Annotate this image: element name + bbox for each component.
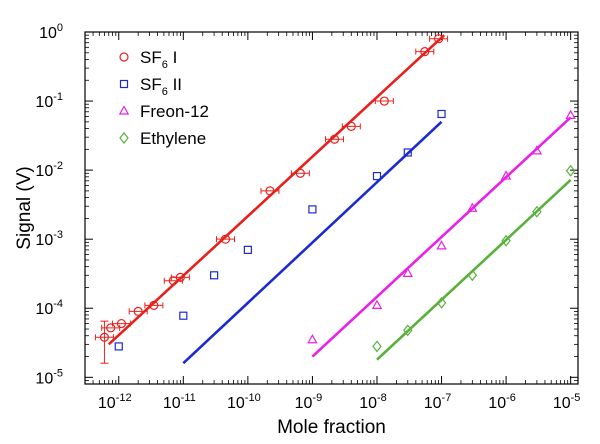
data-point-freon-12 bbox=[436, 240, 447, 250]
x-tick-label: 10-5 bbox=[553, 392, 581, 412]
y-tick-labels: 100 10-1 10-2 10-3 10-4 10-5 bbox=[35, 22, 63, 387]
legend-marker-sf6-i bbox=[119, 52, 129, 62]
data-point-ethylene bbox=[501, 234, 511, 247]
data-point-ethylene bbox=[565, 164, 576, 177]
y-tick-label: 10-1 bbox=[35, 91, 63, 111]
data-point-sf6-i bbox=[379, 96, 389, 106]
data-point-freon-12 bbox=[531, 145, 543, 155]
x-tick-labels: 10-12 10-11 10-10 10-9 10-8 10-7 10-6 10-5 bbox=[98, 392, 581, 412]
data-point-sf6-ii bbox=[243, 245, 252, 254]
data-point-sf6-i bbox=[346, 121, 356, 131]
y-tick-label: 10-4 bbox=[35, 298, 63, 318]
data-point-sf6-i bbox=[106, 323, 116, 333]
data-point-sf6-ii bbox=[179, 311, 188, 320]
fit-line-ethylene bbox=[376, 179, 572, 361]
data-point-sf6-i bbox=[116, 318, 127, 329]
y-tick-label: 10-2 bbox=[35, 160, 63, 180]
legend-marker-ethylene bbox=[119, 132, 129, 144]
fit-line-sf6-ii bbox=[182, 120, 443, 365]
legend-label: SF6 II bbox=[140, 75, 182, 98]
y-tick-label: 10-3 bbox=[35, 229, 63, 249]
data-points-layer bbox=[94, 34, 576, 364]
y-tick-label: 100 bbox=[39, 22, 63, 42]
data-point-freon-12 bbox=[307, 334, 318, 344]
data-point-sf6-i bbox=[433, 34, 444, 44]
legend-label: SF6 I bbox=[140, 48, 177, 71]
legend-label: Freon-12 bbox=[140, 102, 209, 121]
data-point-freon-12 bbox=[565, 109, 576, 119]
y-axis-label: Signal (V) bbox=[14, 166, 35, 249]
data-point-freon-12 bbox=[500, 170, 512, 180]
legend-marker-freon-12 bbox=[118, 105, 130, 115]
data-point-sf6-i bbox=[295, 168, 305, 178]
legend-marker-sf6-ii bbox=[119, 79, 129, 89]
y-tick-label: 10-5 bbox=[35, 367, 63, 387]
fit-lines-layer bbox=[107, 34, 572, 365]
data-point-ethylene bbox=[436, 296, 447, 309]
plot-frame bbox=[84, 31, 579, 385]
data-point-sf6-i bbox=[220, 234, 231, 244]
x-tick-label: 10-10 bbox=[227, 392, 261, 412]
data-point-sf6-ii bbox=[308, 205, 317, 214]
x-tick-label: 10-6 bbox=[488, 392, 516, 412]
data-point-ethylene bbox=[467, 269, 478, 282]
x-tick-label: 10-9 bbox=[295, 392, 323, 412]
data-point-sf6-i bbox=[149, 300, 159, 310]
data-point-sf6-i bbox=[265, 186, 275, 196]
legend-label: Ethylene bbox=[140, 129, 206, 148]
data-point-ethylene bbox=[403, 324, 413, 337]
data-point-freon-12 bbox=[402, 267, 414, 277]
data-point-sf6-i bbox=[420, 47, 430, 57]
x-tick-label: 10-12 bbox=[98, 392, 132, 412]
data-point-sf6-i bbox=[329, 134, 340, 144]
data-point-sf6-i bbox=[133, 306, 143, 317]
x-axis-label: Mole fraction bbox=[277, 417, 386, 438]
data-point-sf6-ii bbox=[437, 109, 446, 119]
x-tick-label: 10-8 bbox=[359, 392, 387, 412]
data-point-sf6-i bbox=[175, 272, 185, 282]
fit-line-sf6-i bbox=[107, 34, 446, 346]
data-point-ethylene bbox=[372, 340, 382, 353]
data-point-sf6-ii bbox=[403, 148, 412, 157]
axis-ticks-layer bbox=[84, 31, 578, 385]
data-point-sf6-ii bbox=[210, 271, 219, 280]
data-point-ethylene bbox=[532, 205, 542, 218]
data-point-freon-12 bbox=[371, 299, 383, 309]
data-point-freon-12 bbox=[467, 202, 478, 212]
fit-line-freon-12 bbox=[311, 116, 572, 358]
data-point-sf6-ii bbox=[372, 171, 382, 181]
legend: SF6 I SF6 II Freon-12 Ethylene bbox=[118, 48, 209, 148]
x-tick-label: 10-11 bbox=[163, 392, 196, 412]
x-tick-label: 10-7 bbox=[424, 392, 452, 412]
data-point-sf6-ii bbox=[114, 342, 123, 351]
